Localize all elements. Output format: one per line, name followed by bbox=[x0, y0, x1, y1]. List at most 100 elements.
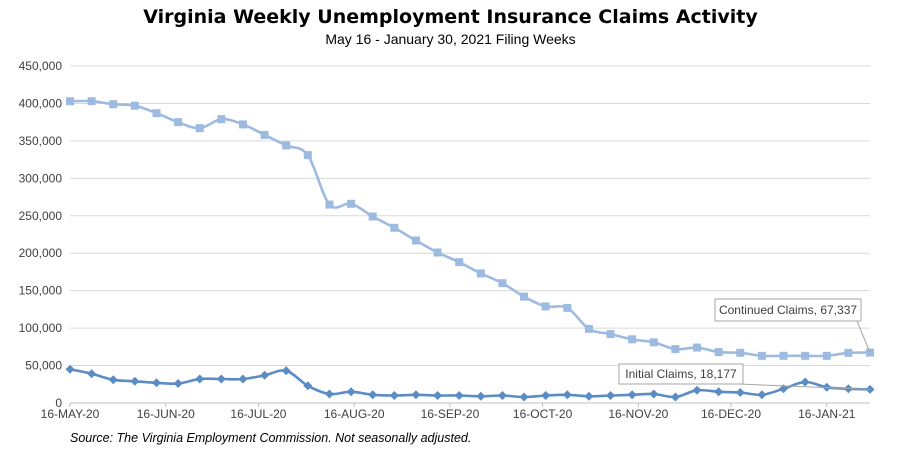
x-tick-label: 16-OCT-20 bbox=[513, 407, 573, 421]
continued-claims-callout-label: Continued Claims, 67,337 bbox=[719, 303, 857, 317]
initial-claims-point bbox=[281, 366, 291, 376]
initial-claims-point bbox=[562, 390, 572, 400]
continued-claims-callout-leader bbox=[856, 320, 871, 353]
initial-claims-point bbox=[260, 370, 270, 380]
continued-claims-point bbox=[195, 124, 204, 133]
initial-claims-point bbox=[65, 364, 75, 374]
initial-claims-point bbox=[173, 379, 183, 389]
continued-claims-point bbox=[649, 338, 658, 347]
continued-claims-point bbox=[109, 100, 118, 109]
series-callouts: Continued Claims, 67,337 Initial Claims, … bbox=[618, 298, 871, 390]
initial-claims-point bbox=[454, 391, 464, 401]
continued-claims-point bbox=[217, 115, 226, 124]
x-tick-label: 16-JUL-20 bbox=[230, 407, 286, 421]
initial-claims-point bbox=[606, 391, 616, 401]
initial-claims-point bbox=[216, 374, 226, 384]
continued-claims-point bbox=[671, 345, 680, 354]
y-tick-label: 150,000 bbox=[19, 284, 63, 298]
continued-claims-point bbox=[433, 248, 442, 257]
gridlines bbox=[70, 65, 870, 404]
continued-claims-point bbox=[822, 351, 831, 360]
initial-claims-callout-box bbox=[618, 363, 744, 385]
continued-claims-point bbox=[757, 351, 766, 360]
continued-claims-point bbox=[801, 351, 810, 360]
continued-claims-point bbox=[584, 324, 593, 333]
continued-claims-point bbox=[520, 292, 529, 301]
initial-claims-point bbox=[411, 390, 421, 400]
x-tick-label: 16-NOV-20 bbox=[608, 407, 668, 421]
y-tick-label: 0 bbox=[55, 396, 62, 410]
initial-claims-point bbox=[584, 391, 594, 401]
x-tick-label: 16-SEP-20 bbox=[421, 407, 480, 421]
x-tick-label: 16-DEC-20 bbox=[701, 407, 761, 421]
initial-claims-point bbox=[541, 391, 551, 401]
initial-claims-line bbox=[69, 368, 871, 399]
y-tick-label: 200,000 bbox=[19, 246, 63, 260]
series-lines bbox=[65, 97, 875, 402]
initial-claims-point bbox=[368, 390, 378, 400]
continued-claims-point bbox=[174, 118, 183, 127]
continued-claims-point bbox=[563, 303, 572, 312]
continued-claims-point bbox=[455, 258, 464, 267]
continued-claims-point bbox=[130, 101, 139, 110]
continued-claims-point bbox=[606, 330, 615, 339]
y-tick-label: 350,000 bbox=[19, 134, 63, 148]
initial-claims-callout-label: Initial Claims, 18,177 bbox=[625, 367, 737, 381]
initial-claims-point bbox=[476, 391, 486, 401]
initial-claims-point bbox=[238, 374, 248, 384]
initial-claims-point bbox=[800, 377, 810, 387]
continued-claims-point bbox=[66, 97, 74, 106]
continued-claims-point bbox=[282, 141, 291, 150]
chart-title: Virginia Weekly Unemployment Insurance C… bbox=[143, 6, 758, 28]
y-axis-ticks: 0 50,000 100,000 150,000 200,000 250,000 300,0… bbox=[19, 59, 63, 410]
initial-claims-point bbox=[779, 384, 789, 394]
initial-claims-point bbox=[87, 369, 97, 379]
x-tick-label: 16-JUN-20 bbox=[137, 407, 195, 421]
initial-claims-point bbox=[346, 387, 356, 397]
continued-claims-point bbox=[693, 343, 702, 352]
continued-claims-point bbox=[714, 348, 723, 357]
y-tick-label: 300,000 bbox=[19, 171, 63, 185]
continued-claims-point bbox=[368, 212, 377, 221]
continued-claims-point bbox=[390, 223, 399, 232]
initial-claims-point bbox=[757, 390, 767, 400]
y-tick-label: 400,000 bbox=[19, 96, 63, 110]
continued-claims-point bbox=[303, 151, 312, 160]
x-tick-label: 16-MAY-20 bbox=[41, 407, 100, 421]
source-note: Source: The Virginia Employment Commissi… bbox=[70, 431, 472, 445]
continued-claims-point bbox=[152, 109, 161, 118]
initial-claims-point bbox=[130, 376, 140, 386]
initial-claims-point bbox=[195, 374, 205, 384]
initial-claims-point bbox=[303, 381, 313, 391]
x-axis-ticks: 16-MAY-20 16-JUN-20 16-JUL-20 16-AUG-20 16-S… bbox=[41, 403, 856, 421]
initial-claims-point bbox=[433, 391, 443, 401]
continued-claims-point bbox=[628, 335, 637, 344]
initial-claims-callout-leader bbox=[738, 383, 871, 390]
continued-claims-callout-box bbox=[714, 298, 862, 322]
x-tick-label: 16-JAN-21 bbox=[798, 407, 856, 421]
initial-claims-point bbox=[497, 391, 507, 401]
initial-claims-point bbox=[324, 389, 334, 399]
initial-claims-point bbox=[670, 392, 680, 402]
continued-claims-point bbox=[736, 348, 745, 357]
continued-claims-point bbox=[238, 120, 247, 129]
initial-claims-point bbox=[649, 389, 659, 399]
y-tick-label: 50,000 bbox=[25, 359, 62, 373]
initial-claims-point bbox=[519, 392, 529, 402]
continued-claims-point bbox=[779, 351, 788, 360]
continued-claims-point bbox=[347, 199, 356, 208]
continued-claims-point bbox=[411, 236, 420, 245]
continued-claims-point bbox=[260, 130, 269, 139]
initial-claims-point bbox=[627, 390, 637, 400]
continued-claims-point bbox=[844, 348, 853, 357]
initial-claims-point bbox=[151, 378, 161, 388]
chart-subtitle: May 16 - January 30, 2021 Filing Weeks bbox=[325, 31, 576, 47]
continued-claims-point bbox=[541, 302, 550, 311]
continued-claims-point bbox=[476, 269, 485, 278]
initial-claims-point bbox=[389, 391, 399, 401]
y-tick-label: 450,000 bbox=[19, 59, 63, 73]
y-tick-label: 250,000 bbox=[19, 209, 63, 223]
initial-claims-point bbox=[108, 375, 118, 385]
initial-claims-point bbox=[714, 387, 724, 397]
